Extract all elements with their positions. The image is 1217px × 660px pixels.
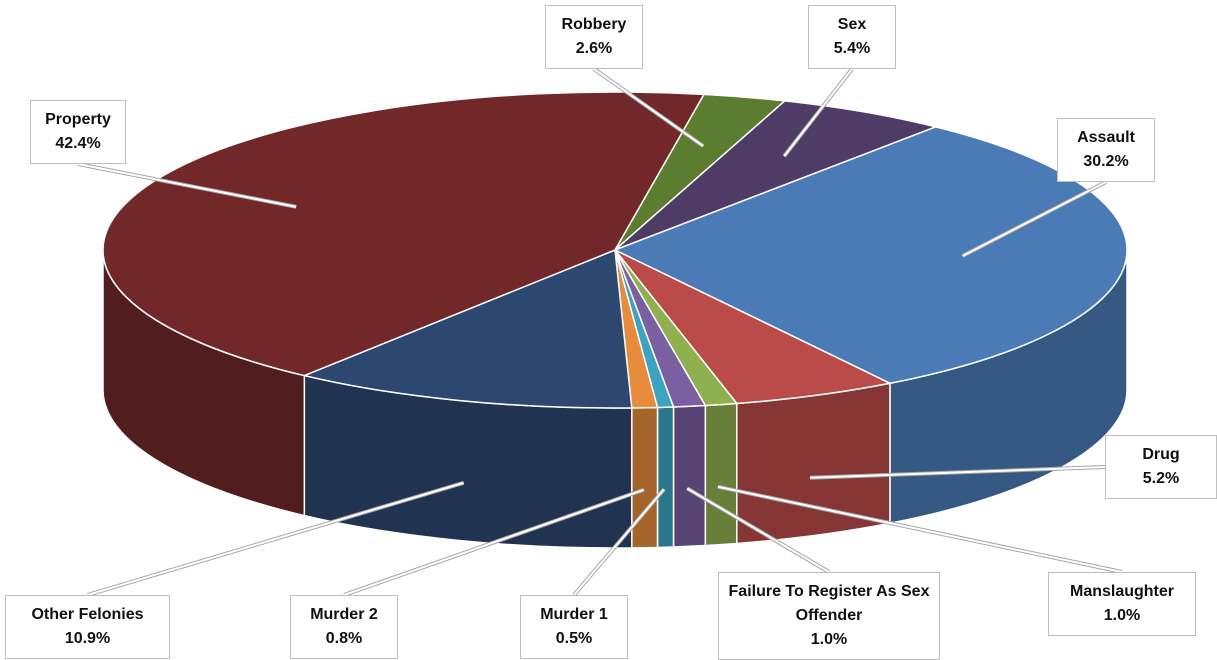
data-label: Failure To Register As Sex Offender 1.0%	[718, 572, 940, 660]
label-name: Other Felonies	[31, 606, 144, 623]
label-name: Sex	[837, 16, 867, 33]
data-label: Murder 2 0.8%	[290, 595, 398, 659]
label-value: 10.9%	[64, 630, 111, 647]
slice	[303, 249, 633, 409]
slice	[614, 100, 937, 251]
slice	[614, 126, 1128, 385]
label-value: 30.2%	[1083, 153, 1129, 170]
leader-line	[593, 68, 704, 147]
label-name: Manslaughter	[1069, 583, 1174, 600]
slice-side	[704, 402, 738, 547]
label-name: Murder 1	[540, 606, 608, 623]
data-label: Assault 30.2%	[1057, 118, 1155, 182]
leader-line	[783, 68, 853, 157]
leader-line	[77, 163, 297, 208]
leader-line	[717, 485, 1123, 573]
label-value: 1.0%	[1103, 607, 1141, 624]
slice	[614, 249, 891, 405]
leader-line	[809, 466, 1106, 479]
label-name: Property	[45, 111, 111, 128]
data-label: Drug 5.2%	[1105, 435, 1217, 499]
label-value: 0.8%	[325, 630, 363, 647]
data-label: Murder 1 0.5%	[520, 595, 628, 659]
label-value: 2.6%	[575, 40, 613, 57]
label-value: 1.0%	[810, 631, 848, 648]
label-value: 5.2%	[1142, 470, 1180, 487]
label-name: Assault	[1077, 129, 1135, 146]
slice-side	[672, 404, 707, 548]
label-value: 0.5%	[555, 630, 593, 647]
slice-side	[631, 406, 659, 549]
label-value: 42.4%	[55, 135, 101, 152]
label-name: Failure To Register As Sex Offender	[728, 583, 930, 624]
data-label: Robbery 2.6%	[545, 5, 643, 69]
label-value: 5.4%	[833, 40, 871, 57]
data-label: Property 42.4%	[30, 100, 126, 164]
label-name: Murder 2	[310, 606, 378, 623]
data-label: Sex 5.4%	[808, 5, 896, 69]
leader-line	[87, 481, 464, 596]
data-label: Manslaughter 1.0%	[1048, 572, 1196, 636]
leader-line	[343, 488, 645, 596]
leader-line	[962, 181, 1107, 257]
data-label: Other Felonies 10.9%	[5, 595, 170, 659]
slice-side	[656, 406, 675, 549]
label-name: Robbery	[561, 16, 627, 33]
leader-line	[573, 488, 665, 596]
leader-line	[686, 487, 830, 573]
label-name: Drug	[1142, 446, 1180, 463]
slice	[102, 91, 705, 377]
